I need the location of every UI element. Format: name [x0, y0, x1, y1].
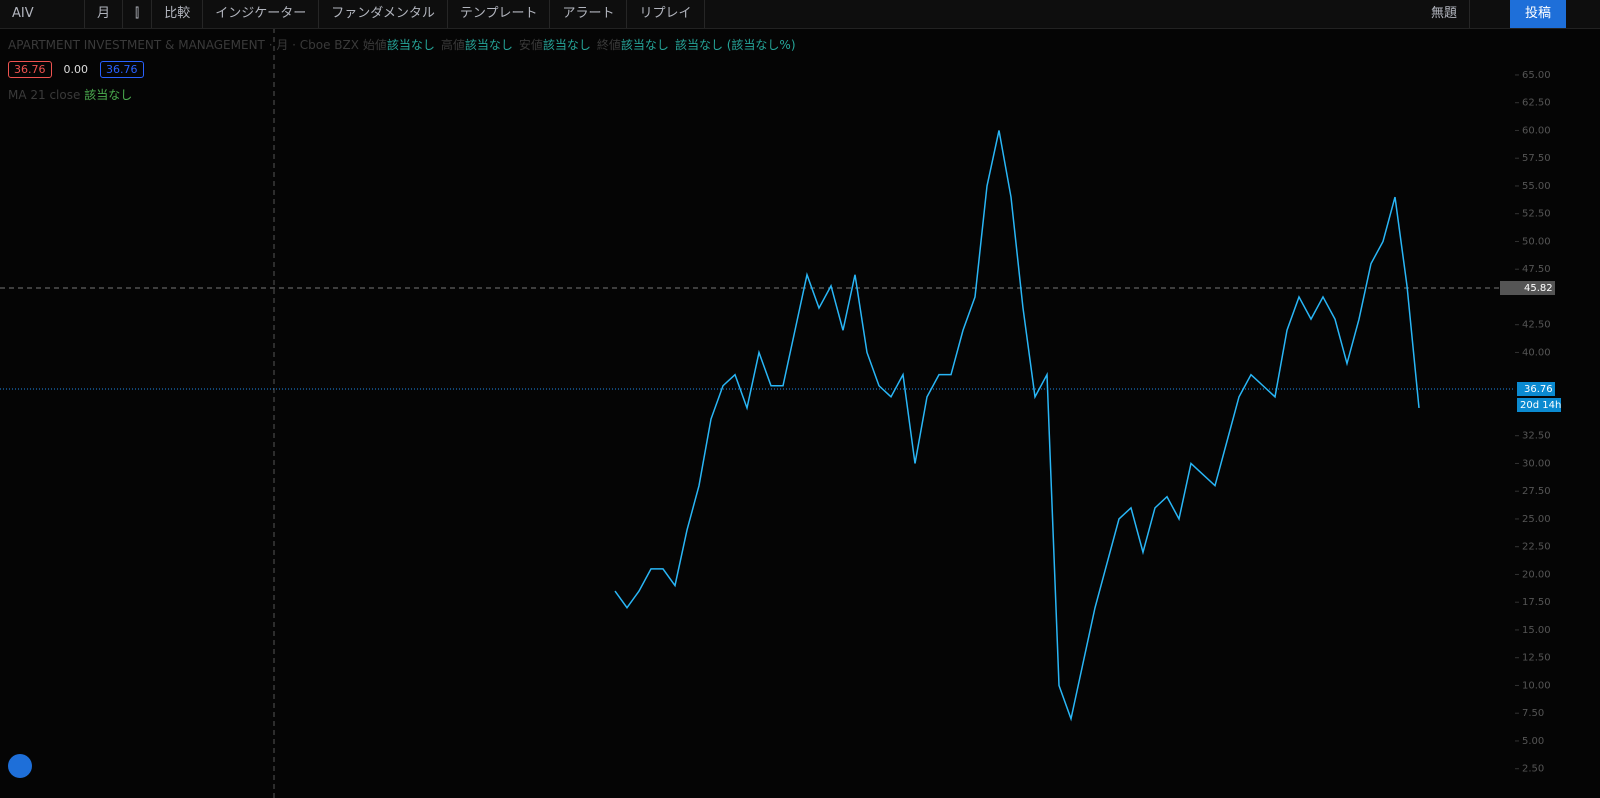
countdown-bg [1517, 398, 1561, 412]
y-tick-label: 40.00 [1522, 347, 1551, 358]
y-tick-label: 12.50 [1522, 653, 1551, 664]
y-tick-label: 15.00 [1522, 625, 1551, 636]
y-tick-label: 60.00 [1522, 125, 1551, 136]
y-tick-label: 65.00 [1522, 70, 1551, 81]
quote: 0.00 [63, 63, 89, 76]
toolbar-item[interactable]: リプレイ [627, 0, 705, 28]
countdown: 20d 14h [1520, 400, 1561, 411]
ohlc-label: 高値 [440, 38, 465, 52]
y-tick-label: 20.00 [1522, 569, 1551, 580]
crosshair-label: 45.82 [1524, 283, 1553, 294]
logo [8, 754, 32, 778]
price-line [614, 130, 1420, 722]
y-tick-label: 47.50 [1522, 264, 1551, 275]
toolbar-item[interactable]: インジケーター [203, 0, 320, 28]
ohlc-value: 該当なし [542, 38, 591, 52]
y-tick-label: 55.00 [1522, 181, 1551, 192]
crosshair-label-bg [1500, 281, 1555, 295]
quote: 36.76 [8, 61, 52, 78]
ohlc-label: 終値 [596, 38, 621, 52]
indicator-label: MA 21 close [8, 88, 81, 102]
y-tick-label: 22.50 [1522, 542, 1551, 553]
y-tick-label: 32.50 [1522, 431, 1551, 442]
toolbar-item[interactable]: ファンダメンタル [319, 0, 448, 28]
change: 該当なし (該当なし%) [674, 38, 796, 52]
y-tick-label: 25.00 [1522, 514, 1551, 525]
last-price-label: 36.76 [1524, 384, 1553, 395]
last-price-bg [1517, 382, 1555, 396]
ohlc-value: 該当なし [464, 38, 513, 52]
ohlc-value: 該当なし [386, 38, 435, 52]
layout-name[interactable]: 無題 [1419, 0, 1470, 28]
y-tick-label: 57.50 [1522, 153, 1551, 164]
y-tick-label: 50.00 [1522, 236, 1551, 247]
ohlc-label: 始値 [362, 38, 387, 52]
y-tick-label: 5.00 [1522, 736, 1544, 747]
y-tick-label: 2.50 [1522, 764, 1544, 775]
toolbar-item[interactable]: 比較 [152, 0, 204, 28]
legend: APARTMENT INVESTMENT & MANAGEMENT · 月 · … [8, 36, 796, 103]
y-tick-label: 62.50 [1522, 98, 1551, 109]
toolbar: AIV 月 ⫿ 比較 インジケーター ファンダメンタル テンプレート アラート リプレイ 無… [0, 0, 1600, 29]
y-tick-label: 42.50 [1522, 320, 1551, 331]
y-tick-label: 7.50 [1522, 708, 1544, 719]
toolbar-item[interactable]: テンプレート [448, 0, 551, 28]
interval[interactable]: 月 [85, 0, 124, 28]
y-tick-label: 27.50 [1522, 486, 1551, 497]
ohlc-value: 該当なし [620, 38, 669, 52]
publish-button[interactable]: 投稿 [1510, 0, 1566, 28]
y-tick-label: 17.50 [1522, 597, 1551, 608]
ohlc-label: 安値 [518, 38, 543, 52]
chart-type[interactable]: ⫿ [123, 0, 153, 28]
legend-title: APARTMENT INVESTMENT & MANAGEMENT · 月 · … [8, 38, 359, 52]
y-tick-label: 10.00 [1522, 680, 1551, 691]
toolbar-item[interactable]: アラート [550, 0, 628, 28]
quote: 36.76 [100, 61, 144, 78]
y-tick-label: 30.00 [1522, 458, 1551, 469]
y-tick-label: 52.50 [1522, 209, 1551, 220]
indicator-value: 該当なし [84, 88, 133, 102]
symbol[interactable]: AIV [0, 0, 85, 28]
price-axis [1515, 28, 1600, 798]
